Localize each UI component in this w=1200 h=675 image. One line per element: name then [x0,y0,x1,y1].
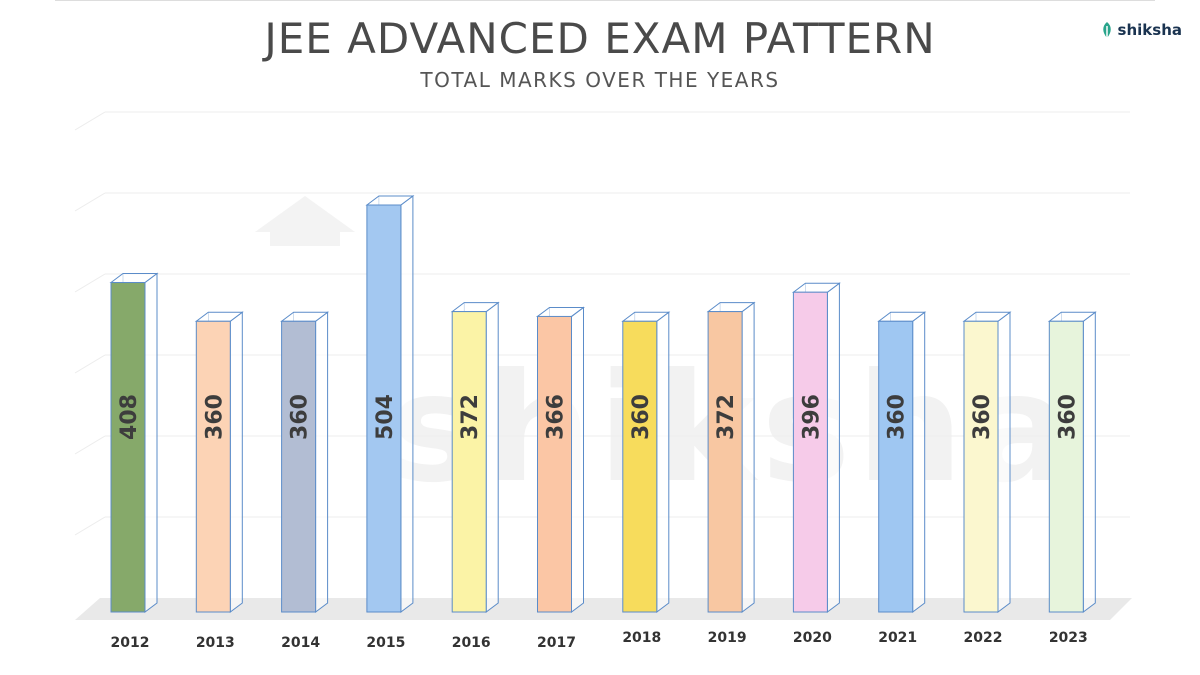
bar-2015: 504 [365,195,415,613]
bar-side [485,301,499,613]
x-tick-label: 2022 [964,630,1003,646]
x-tick-label: 2014 [281,635,320,651]
top-border-line [55,0,1155,1]
grid-line-diag [74,111,106,131]
bar-value-label: 396 [799,394,824,440]
bar-value-label: 360 [202,394,227,440]
bar-2021: 360 [877,311,927,613]
bar-value-label: 360 [970,394,995,440]
x-tick-label: 2017 [537,635,576,651]
bar-2023: 360 [1047,311,1097,613]
bar-front [878,320,914,613]
bar-value-label: 360 [1055,394,1080,440]
bar-side [400,195,414,613]
x-axis-ticks: 2012 2013 2014 2015 2016 2017 2018 2019 2020 2021… [111,630,1088,651]
grid-line-diag [74,192,106,212]
logo-text: shiksha [1117,21,1182,39]
bar-value-label: 360 [288,394,313,440]
bar-side [656,311,670,613]
x-tick-label: 2021 [878,630,917,646]
bar-2014: 360 [280,311,330,613]
bar-side [1082,311,1096,613]
x-tick-label: 2018 [622,630,661,646]
bar-front [537,315,572,613]
bar-front [963,320,999,613]
bar-value-label: 408 [117,394,142,440]
bar-side [912,311,926,613]
grid-line-diag [74,516,106,536]
bar-2013: 360 [194,311,244,613]
bar-front [1048,320,1084,613]
floor-plane [75,598,1132,620]
bar-side [997,311,1011,613]
bar-front [707,311,743,613]
leaf-icon [1102,22,1111,38]
bar-front [366,204,402,613]
watermark-cap-icon [255,196,355,246]
bar-front [195,320,231,613]
bars-group: 408 360 360 504 372 366 360 372 396 360 360 360 [109,195,1097,613]
bar-2018: 360 [621,311,671,613]
bar-value-label: 360 [885,394,910,440]
x-tick-label: 2023 [1049,630,1088,646]
bar-2012: 408 [109,272,159,613]
bar-value-label: 360 [629,394,654,440]
bar-side [315,311,329,613]
bar-side [229,311,243,613]
bar-2016: 372 [450,301,500,613]
x-tick-label: 2020 [793,630,832,646]
bar-value-label: 372 [714,394,739,440]
x-tick-label: 2016 [452,635,491,651]
shiksha-logo: shiksha [1099,20,1182,40]
x-tick-label: 2012 [111,635,150,651]
bar-value-label: 372 [458,394,483,440]
bar-2017: 366 [536,306,585,613]
bar-front [110,282,146,613]
chart-title: JEE ADVANCED EXAM PATTERN [264,14,936,63]
x-tick-label: 2019 [708,630,747,646]
grid-line-diag [74,435,106,455]
bar-front [792,291,828,613]
chart-floor [75,598,1132,620]
bar-side [144,272,158,613]
bar-front [451,311,487,613]
x-tick-label: 2013 [196,635,235,651]
bar-side [571,306,584,613]
bar-value-label: 504 [373,394,398,440]
bar-front [622,320,658,613]
bar-2022: 360 [962,311,1012,613]
bar-2020: 396 [791,282,841,613]
grid-line-diag [74,354,106,374]
bar-2019: 372 [706,301,756,613]
x-tick-label: 2015 [366,635,405,651]
chart-subtitle: TOTAL MARKS OVER THE YEARS [420,68,780,92]
bar-side [741,301,755,613]
grid-line-diag [74,273,106,293]
bar-side [826,282,840,613]
grid-lines [74,111,1130,536]
bar-front [281,320,317,613]
bar-value-label: 366 [544,394,569,440]
